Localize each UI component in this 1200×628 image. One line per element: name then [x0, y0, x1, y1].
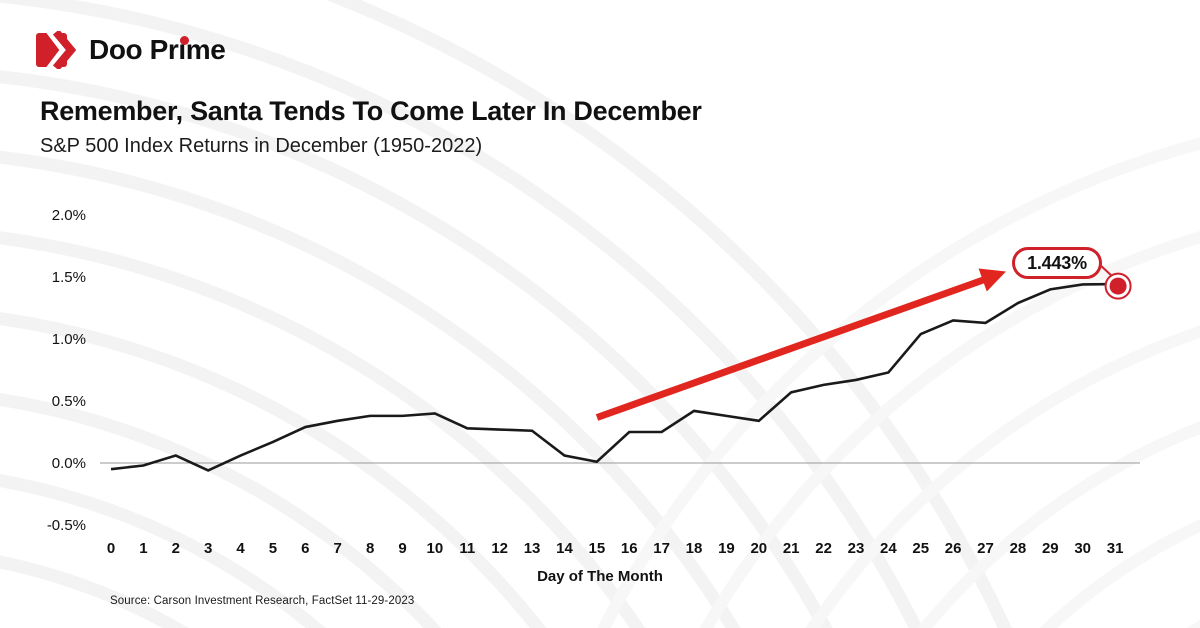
page-subtitle: S&P 500 Index Returns in December (1950-… [40, 135, 483, 157]
brand-name: Doo Prime [89, 30, 226, 70]
x-tick-label: 17 [653, 540, 670, 557]
x-tick-label: 14 [556, 540, 573, 557]
brand-name-text: Doo Prime [89, 34, 226, 65]
x-tick-label: 9 [398, 540, 406, 557]
x-tick-label: 15 [589, 540, 606, 557]
x-tick-label: 22 [815, 540, 832, 557]
x-tick-label: 23 [848, 540, 865, 557]
x-tick-label: 28 [1010, 540, 1027, 557]
x-tick-label: 2 [172, 540, 180, 557]
x-tick-label: 12 [491, 540, 508, 557]
x-tick-label: 4 [236, 540, 245, 557]
x-tick-label: 3 [204, 540, 212, 557]
x-tick-label: 10 [427, 540, 444, 557]
x-tick-label: 11 [459, 540, 475, 557]
x-tick-label: 7 [334, 540, 342, 557]
doo-prime-logo: Doo Prime [36, 30, 226, 70]
y-tick-label: 0.0% [52, 455, 86, 472]
doo-prime-logo-icon [36, 31, 76, 69]
y-tick-label: 0.5% [52, 393, 86, 410]
x-tick-label: 6 [301, 540, 309, 557]
x-tick-label: 0 [107, 540, 115, 557]
x-tick-label: 25 [912, 540, 929, 557]
y-tick-label: 1.0% [52, 331, 86, 348]
x-tick-label: 20 [750, 540, 767, 557]
x-tick-label: 21 [783, 540, 800, 557]
x-tick-label: 5 [269, 540, 277, 557]
x-tick-label: 1 [139, 540, 147, 557]
x-axis-tick-labels: 0 1 2 3 4 5 6 7 8 9 10 11 12 13 14 15 16 17 18 19 20 21 22 23 24… [107, 540, 1124, 557]
x-tick-label: 31 [1107, 540, 1124, 557]
y-axis-tick-labels: 2.0% 1.5% 1.0% 0.5% 0.0% -0.5% [47, 207, 86, 534]
x-tick-label: 30 [1074, 540, 1091, 557]
x-tick-label: 18 [686, 540, 703, 557]
returns-series-line [110, 282, 1116, 472]
x-tick-label: 8 [366, 540, 374, 557]
source-note: Source: Carson Investment Research, Fact… [110, 595, 415, 607]
x-tick-label: 24 [880, 540, 897, 557]
y-tick-label: 2.0% [52, 207, 86, 224]
x-tick-label: 13 [524, 540, 541, 557]
x-tick-label: 26 [945, 540, 962, 557]
y-tick-label: 1.5% [52, 269, 86, 286]
trend-arrow [595, 268, 1006, 421]
y-tick-label: -0.5% [47, 517, 86, 534]
page-title: Remember, Santa Tends To Come Later In D… [40, 96, 702, 126]
final-value-label: 1.443% [1027, 252, 1087, 273]
x-tick-label: 29 [1042, 540, 1059, 557]
final-value-annotation: 1.443% [1012, 247, 1102, 279]
x-tick-label: 19 [718, 540, 735, 557]
x-axis-title: Day of The Month [537, 568, 663, 585]
end-point-marker [1109, 277, 1127, 295]
brand-i-dot [180, 36, 189, 45]
x-tick-label: 16 [621, 540, 638, 557]
x-tick-label: 27 [977, 540, 994, 557]
